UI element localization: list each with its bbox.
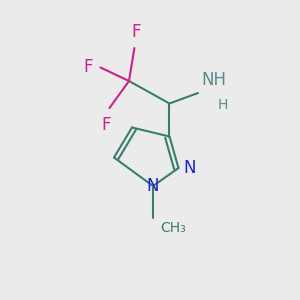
Text: F: F: [131, 23, 141, 41]
Text: F: F: [83, 58, 93, 76]
Text: NH: NH: [202, 71, 226, 89]
Text: N: N: [183, 159, 196, 177]
Text: H: H: [218, 98, 228, 112]
Text: N: N: [147, 177, 159, 195]
Text: F: F: [102, 116, 111, 134]
Text: CH₃: CH₃: [160, 220, 186, 235]
